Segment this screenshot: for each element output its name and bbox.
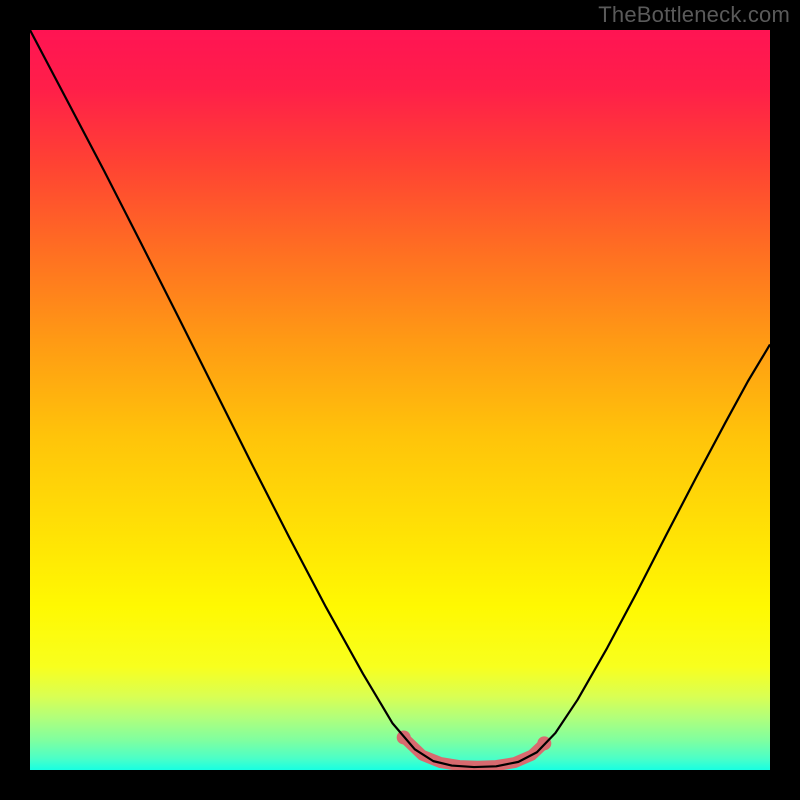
bottleneck-chart (0, 0, 800, 800)
chart-stage: TheBottleneck.com (0, 0, 800, 800)
watermark-text: TheBottleneck.com (598, 2, 790, 28)
plot-area (30, 30, 770, 770)
